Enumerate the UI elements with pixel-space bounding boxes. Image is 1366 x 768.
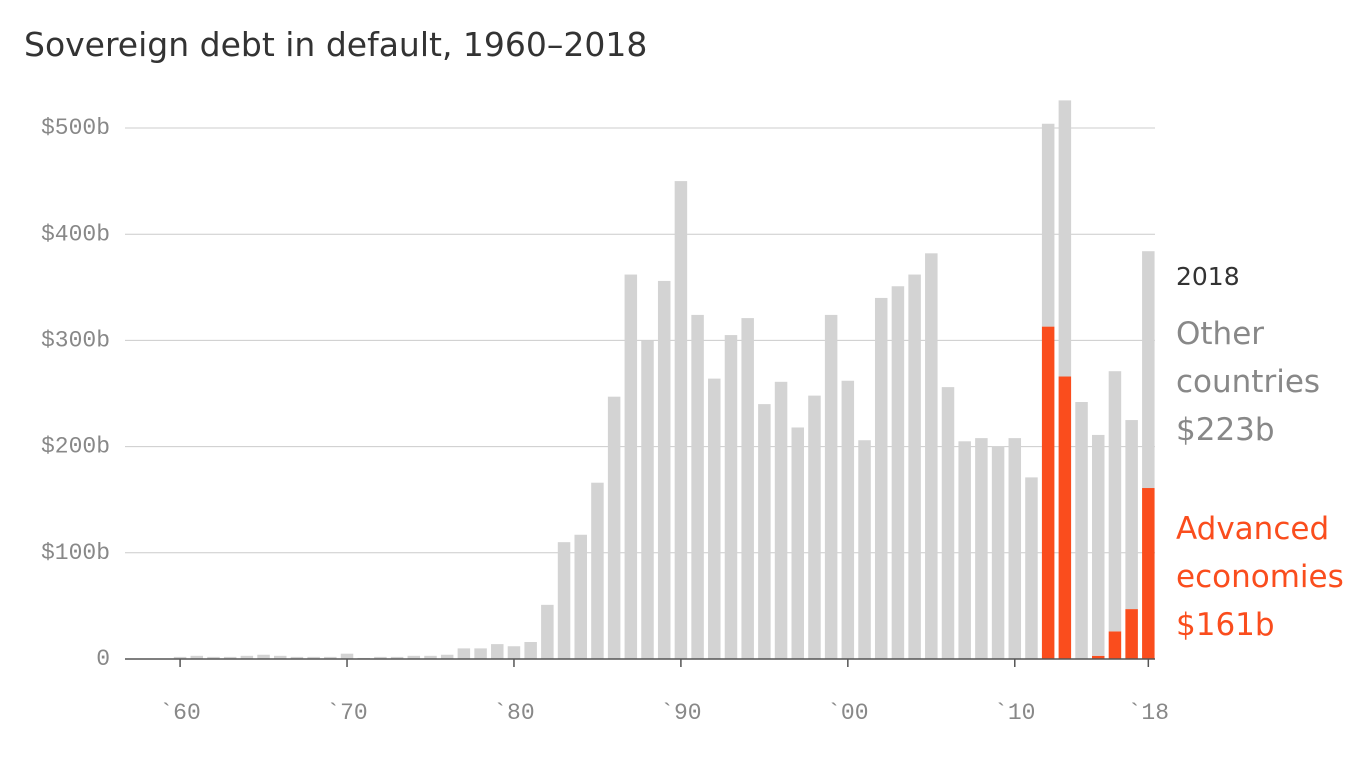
bar: [808, 395, 821, 659]
x-tick-label: `70: [326, 700, 367, 726]
x-tick-label: `18: [1128, 700, 1169, 726]
x-tick-label: `00: [827, 700, 868, 726]
bar: [858, 440, 871, 659]
bar: [624, 274, 638, 659]
bar: [941, 387, 955, 659]
bar: [340, 653, 354, 659]
bar: [1142, 251, 1155, 489]
bar: [173, 656, 187, 659]
bar: [1058, 376, 1072, 659]
bar: [240, 655, 254, 659]
bar: [541, 604, 554, 659]
bar: [1125, 420, 1138, 610]
bar: [207, 656, 220, 659]
bar: [774, 381, 788, 659]
bar: [324, 656, 337, 659]
chart-title: Sovereign debt in default, 1960–2018: [24, 25, 647, 64]
bar: [1075, 401, 1088, 659]
y-tick-label: $200b: [41, 434, 110, 460]
bar: [424, 655, 437, 659]
bar: [758, 404, 771, 659]
bar: [1108, 631, 1122, 659]
bar: [1041, 326, 1055, 659]
bar: [524, 642, 537, 659]
bar: [841, 380, 855, 659]
legend-value: $223b: [1176, 412, 1275, 448]
bar: [891, 286, 905, 659]
bar: [724, 335, 738, 659]
x-tick-label: `80: [493, 700, 534, 726]
bar: [274, 655, 287, 659]
bar: [657, 280, 671, 659]
bar: [1041, 123, 1055, 327]
bar: [674, 181, 688, 659]
bar: [925, 253, 938, 660]
bar: [457, 648, 471, 659]
bar: [708, 378, 721, 659]
bar: [507, 646, 521, 659]
legend-label: Advanced economies: [1176, 511, 1344, 595]
bar: [908, 274, 921, 659]
bar: [874, 297, 888, 659]
bar: [307, 656, 320, 659]
y-tick-label: $400b: [41, 221, 110, 247]
y-tick-label: $100b: [41, 540, 110, 566]
bar: [223, 656, 237, 659]
bar: [991, 446, 1005, 659]
bar: [390, 656, 404, 659]
y-tick-label: $300b: [41, 327, 110, 353]
bar: [290, 656, 304, 659]
bar: [1142, 488, 1155, 659]
bar: [491, 644, 504, 659]
bar: [557, 542, 571, 659]
bar: [691, 314, 704, 659]
bar: [1058, 100, 1072, 377]
y-tick-label: 0: [96, 646, 110, 672]
bar: [591, 482, 604, 659]
legend-title: 2018: [1176, 262, 1240, 291]
x-tick-label: `10: [994, 700, 1035, 726]
bar: [641, 340, 654, 659]
bar: [741, 318, 754, 659]
legend-entry: Other countries $223b: [1176, 310, 1362, 454]
bar: [1008, 438, 1022, 659]
y-tick-label: $500b: [41, 115, 110, 141]
bar: [607, 396, 621, 659]
bar: [1125, 609, 1138, 659]
bar: [190, 655, 204, 659]
bar: [1091, 655, 1105, 659]
x-tick-label: `60: [159, 700, 200, 726]
bar: [374, 656, 387, 659]
bar: [975, 438, 988, 659]
bar: [1025, 477, 1038, 659]
bar: [791, 427, 805, 659]
bar: [824, 314, 838, 659]
legend-value: $161b: [1176, 607, 1275, 643]
bar: [474, 648, 487, 659]
legend-entry: Advanced economies $161b: [1176, 505, 1362, 649]
legend-label: Other countries: [1176, 316, 1321, 400]
bar: [1091, 434, 1105, 656]
bar: [574, 534, 587, 659]
x-tick-label: `90: [660, 700, 701, 726]
bar: [407, 655, 421, 659]
bar: [440, 654, 454, 659]
bar: [257, 654, 270, 659]
bar: [1108, 371, 1122, 632]
bar: [958, 441, 971, 659]
